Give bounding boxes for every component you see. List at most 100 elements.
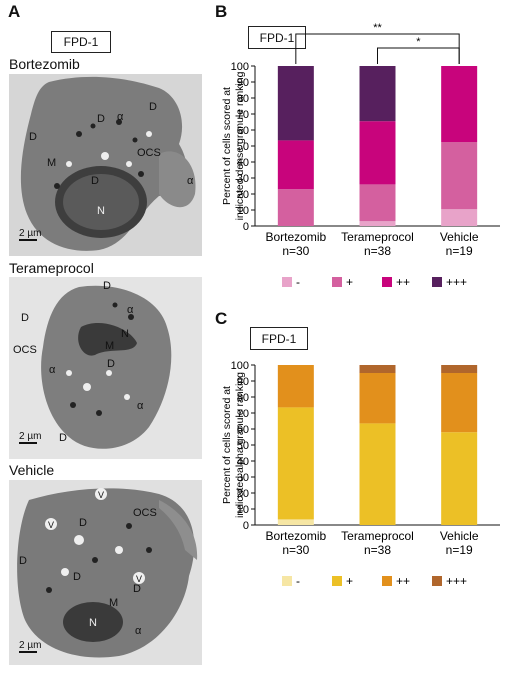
alpha-chart-legend-label: -	[296, 574, 300, 588]
alpha-chart-legend-label: +++	[446, 574, 467, 588]
em-label-alpha: α	[187, 175, 194, 187]
em-label-m: M	[47, 157, 56, 169]
alpha-chart-category-n: n=30	[282, 543, 309, 557]
dense-chart-y-tick-label: 100	[231, 61, 249, 73]
panel-c-title-box: FPD-1	[250, 327, 308, 350]
dense-chart-bar-segment	[441, 209, 478, 226]
alpha-chart-legend-swatch	[282, 576, 292, 586]
alpha-chart-legend-label: +	[346, 574, 353, 588]
micrograph-terameprocol: D D D D M OCS α α α N 2 µm	[9, 277, 202, 459]
dense-chart-y-tick-label: 50	[237, 141, 249, 153]
em-label-d: D	[133, 583, 141, 595]
alpha-chart-bar-segment	[277, 365, 314, 408]
em-label-d: D	[103, 280, 111, 292]
em-label-v: V	[48, 520, 54, 530]
dense-chart-y-tick-label: 30	[237, 173, 249, 185]
alpha-chart-y-tick-label: 40	[237, 456, 249, 468]
alpha-chart-bar-segment	[359, 365, 396, 373]
panel-a-letter: A	[8, 2, 21, 21]
dense-chart-category-n: n=38	[364, 244, 391, 258]
alpha-chart-bar-segment	[277, 519, 314, 525]
dense-chart-bar-segment	[359, 121, 396, 185]
alpha-chart-y-axis-label: Percent of cells scored atindicated alph…	[221, 372, 246, 518]
alpha-chart-y-tick-label: 90	[237, 376, 249, 388]
dense-chart-category-label: Vehicle	[440, 230, 479, 244]
alpha-chart-y-tick-label: 50	[237, 440, 249, 452]
scale-bar-label: 2 µm	[19, 228, 41, 239]
em-label-d: D	[91, 175, 99, 187]
em-label-m: M	[109, 597, 118, 609]
alpha-chart-bar-segment	[359, 423, 396, 525]
dense-chart-legend-swatch	[332, 277, 342, 287]
em-label-d: D	[97, 113, 105, 125]
dense-chart-legend-swatch	[382, 277, 392, 287]
alpha-chart-bar-segment	[441, 365, 478, 373]
dense-chart-y-tick-label: 10	[237, 205, 249, 217]
alpha-chart-bar-segment	[441, 373, 478, 433]
em-label-m: M	[105, 340, 114, 352]
dense-chart-category-n: n=30	[282, 244, 309, 258]
dense-chart-legend-swatch	[432, 277, 442, 287]
alpha-chart-y-tick-label: 60	[237, 424, 249, 436]
alpha-chart-category-n: n=19	[446, 543, 473, 557]
em-label-d: D	[19, 555, 27, 567]
em-label-d: D	[149, 101, 157, 113]
alpha-chart-category-label: Terameprocol	[341, 529, 414, 543]
em-label-d: D	[59, 432, 67, 444]
panel-c-letter: C	[215, 309, 228, 328]
dense-chart-legend-label: +	[346, 275, 353, 289]
dense-chart-category-label: Bortezomib	[265, 230, 326, 244]
dense-chart-category-n: n=19	[446, 244, 473, 258]
alpha-chart-y-tick-label: 80	[237, 392, 249, 404]
dense-chart-bar-segment	[441, 66, 478, 142]
em-label-n: N	[121, 328, 129, 340]
panel-b-letter: B	[215, 2, 228, 21]
alpha-chart-legend-swatch	[432, 576, 442, 586]
scale-bar-label: 2 µm	[19, 640, 41, 651]
em-label-alpha: α	[117, 111, 124, 123]
alpha-chart-category-label: Bortezomib	[265, 529, 326, 543]
condition-label-terameprocol: Terameprocol	[9, 260, 94, 276]
dense-chart-bar-segment	[277, 66, 314, 141]
alpha-chart-legend-swatch	[382, 576, 392, 586]
dense-chart-legend-label: -	[296, 275, 300, 289]
em-label-alpha: α	[137, 400, 144, 412]
dense-chart-significance-label: *	[416, 36, 421, 48]
alpha-chart-bar-segment	[441, 432, 478, 525]
alpha-chart-category-n: n=38	[364, 543, 391, 557]
alpha-chart-category-label: Vehicle	[440, 529, 479, 543]
em-label-d: D	[79, 517, 87, 529]
em-label-v: V	[98, 490, 104, 500]
condition-label-vehicle: Vehicle	[9, 462, 55, 478]
alpha-chart-y-tick-label: 30	[237, 472, 249, 484]
dense-chart-y-tick-label: 60	[237, 125, 249, 137]
dense-chart-bar-segment	[277, 140, 314, 190]
em-label-d: D	[21, 312, 29, 324]
micrograph-vehicle: D D D D M OCS α V V V N 2 µm	[9, 480, 202, 665]
dense-chart-y-tick-label: 20	[237, 189, 249, 201]
dense-chart-y-tick-label: 90	[237, 77, 249, 89]
em-label-alpha: α	[49, 364, 56, 376]
em-label-ocs: OCS	[137, 147, 161, 159]
dense-chart-bar-segment	[359, 66, 396, 122]
alpha-chart-y-tick-label: 100	[231, 360, 249, 372]
dense-chart-y-tick-label: 0	[243, 221, 249, 233]
dense-chart-bar-segment	[441, 142, 478, 210]
dense-chart-y-tick-label: 80	[237, 93, 249, 105]
em-label-n: N	[97, 205, 105, 217]
dense-chart-y-tick-label: 40	[237, 157, 249, 169]
dense-chart-legend-label: ++	[396, 275, 410, 289]
alpha-chart-y-tick-label: 20	[237, 488, 249, 500]
dense-chart-y-axis-label: Percent of cells scored atindicated dens…	[221, 71, 246, 220]
em-label-ocs: OCS	[13, 344, 37, 356]
em-label-d: D	[73, 571, 81, 583]
em-label-d: D	[107, 358, 115, 370]
alpha-chart-bar-segment	[359, 373, 396, 424]
em-label-v: V	[136, 574, 142, 584]
alpha-chart-y-tick-label: 70	[237, 408, 249, 420]
em-label-ocs: OCS	[133, 507, 157, 519]
dense-chart-bar-segment	[277, 189, 314, 226]
em-label-alpha: α	[135, 625, 142, 637]
